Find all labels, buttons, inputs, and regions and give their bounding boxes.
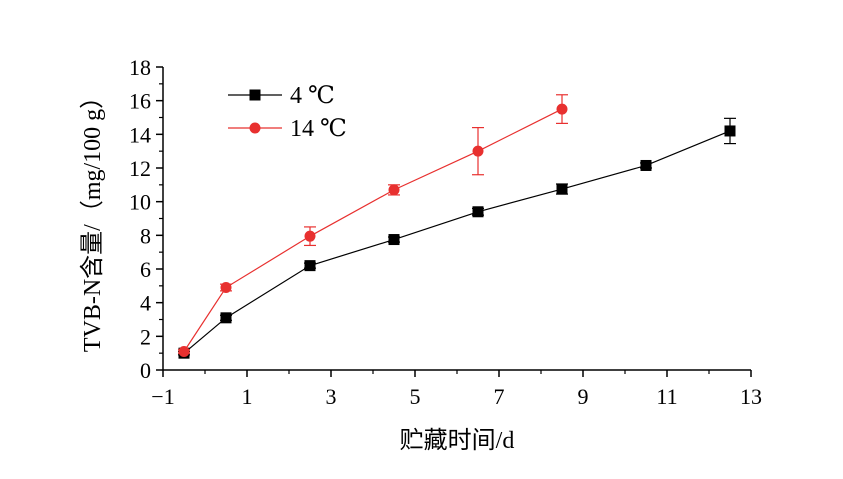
legend-marker bbox=[249, 122, 261, 134]
y-tick-label: 18 bbox=[129, 55, 151, 80]
data-point bbox=[178, 345, 190, 357]
x-tick-label: 7 bbox=[494, 384, 505, 409]
legend-label: 4 ℃ bbox=[290, 83, 335, 109]
x-tick-label: 13 bbox=[740, 384, 762, 409]
legend-marker bbox=[249, 89, 261, 101]
y-tick-label: 14 bbox=[129, 122, 151, 147]
y-tick-label: 2 bbox=[140, 324, 151, 349]
data-point bbox=[304, 230, 316, 242]
y-tick-label: 6 bbox=[140, 257, 151, 282]
data-point bbox=[388, 184, 400, 196]
y-tick-label: 0 bbox=[140, 358, 151, 383]
legend: 4 ℃ 14 ℃ bbox=[228, 83, 347, 142]
data-point bbox=[556, 183, 568, 195]
x-axis-title: 贮藏时间/d bbox=[400, 427, 515, 454]
series-line bbox=[183, 130, 731, 354]
x-tick-label: 5 bbox=[410, 384, 421, 409]
data-point bbox=[472, 145, 484, 157]
data-point bbox=[388, 234, 400, 246]
y-axis-title: TVB-N含量/（mg/100 g） bbox=[79, 85, 106, 352]
y-tick-label: 10 bbox=[129, 190, 151, 215]
legend-item-1: 4 ℃ bbox=[228, 83, 335, 109]
legend-item-2: 14 ℃ bbox=[228, 116, 347, 142]
data-point bbox=[724, 125, 736, 137]
y-tick-label: 4 bbox=[140, 291, 151, 316]
y-tick-label: 16 bbox=[129, 89, 151, 114]
data-point bbox=[220, 312, 232, 324]
x-tick-label: 9 bbox=[578, 384, 589, 409]
data-point bbox=[640, 159, 652, 171]
y-tick-label: 12 bbox=[129, 156, 151, 181]
legend-label: 14 ℃ bbox=[290, 116, 347, 142]
series-2 bbox=[178, 94, 568, 357]
data-point bbox=[556, 103, 568, 115]
y-tick-label: 8 bbox=[140, 223, 151, 248]
data-point bbox=[472, 206, 484, 218]
x-tick-label: 1 bbox=[242, 384, 253, 409]
data-point bbox=[304, 260, 316, 272]
x-tick-label: −1 bbox=[151, 384, 174, 409]
series-layer bbox=[178, 94, 736, 359]
x-tick-label: 11 bbox=[656, 384, 677, 409]
series-line bbox=[183, 108, 563, 352]
x-tick-label: 3 bbox=[326, 384, 337, 409]
data-point bbox=[220, 282, 232, 294]
series-1 bbox=[178, 117, 736, 359]
